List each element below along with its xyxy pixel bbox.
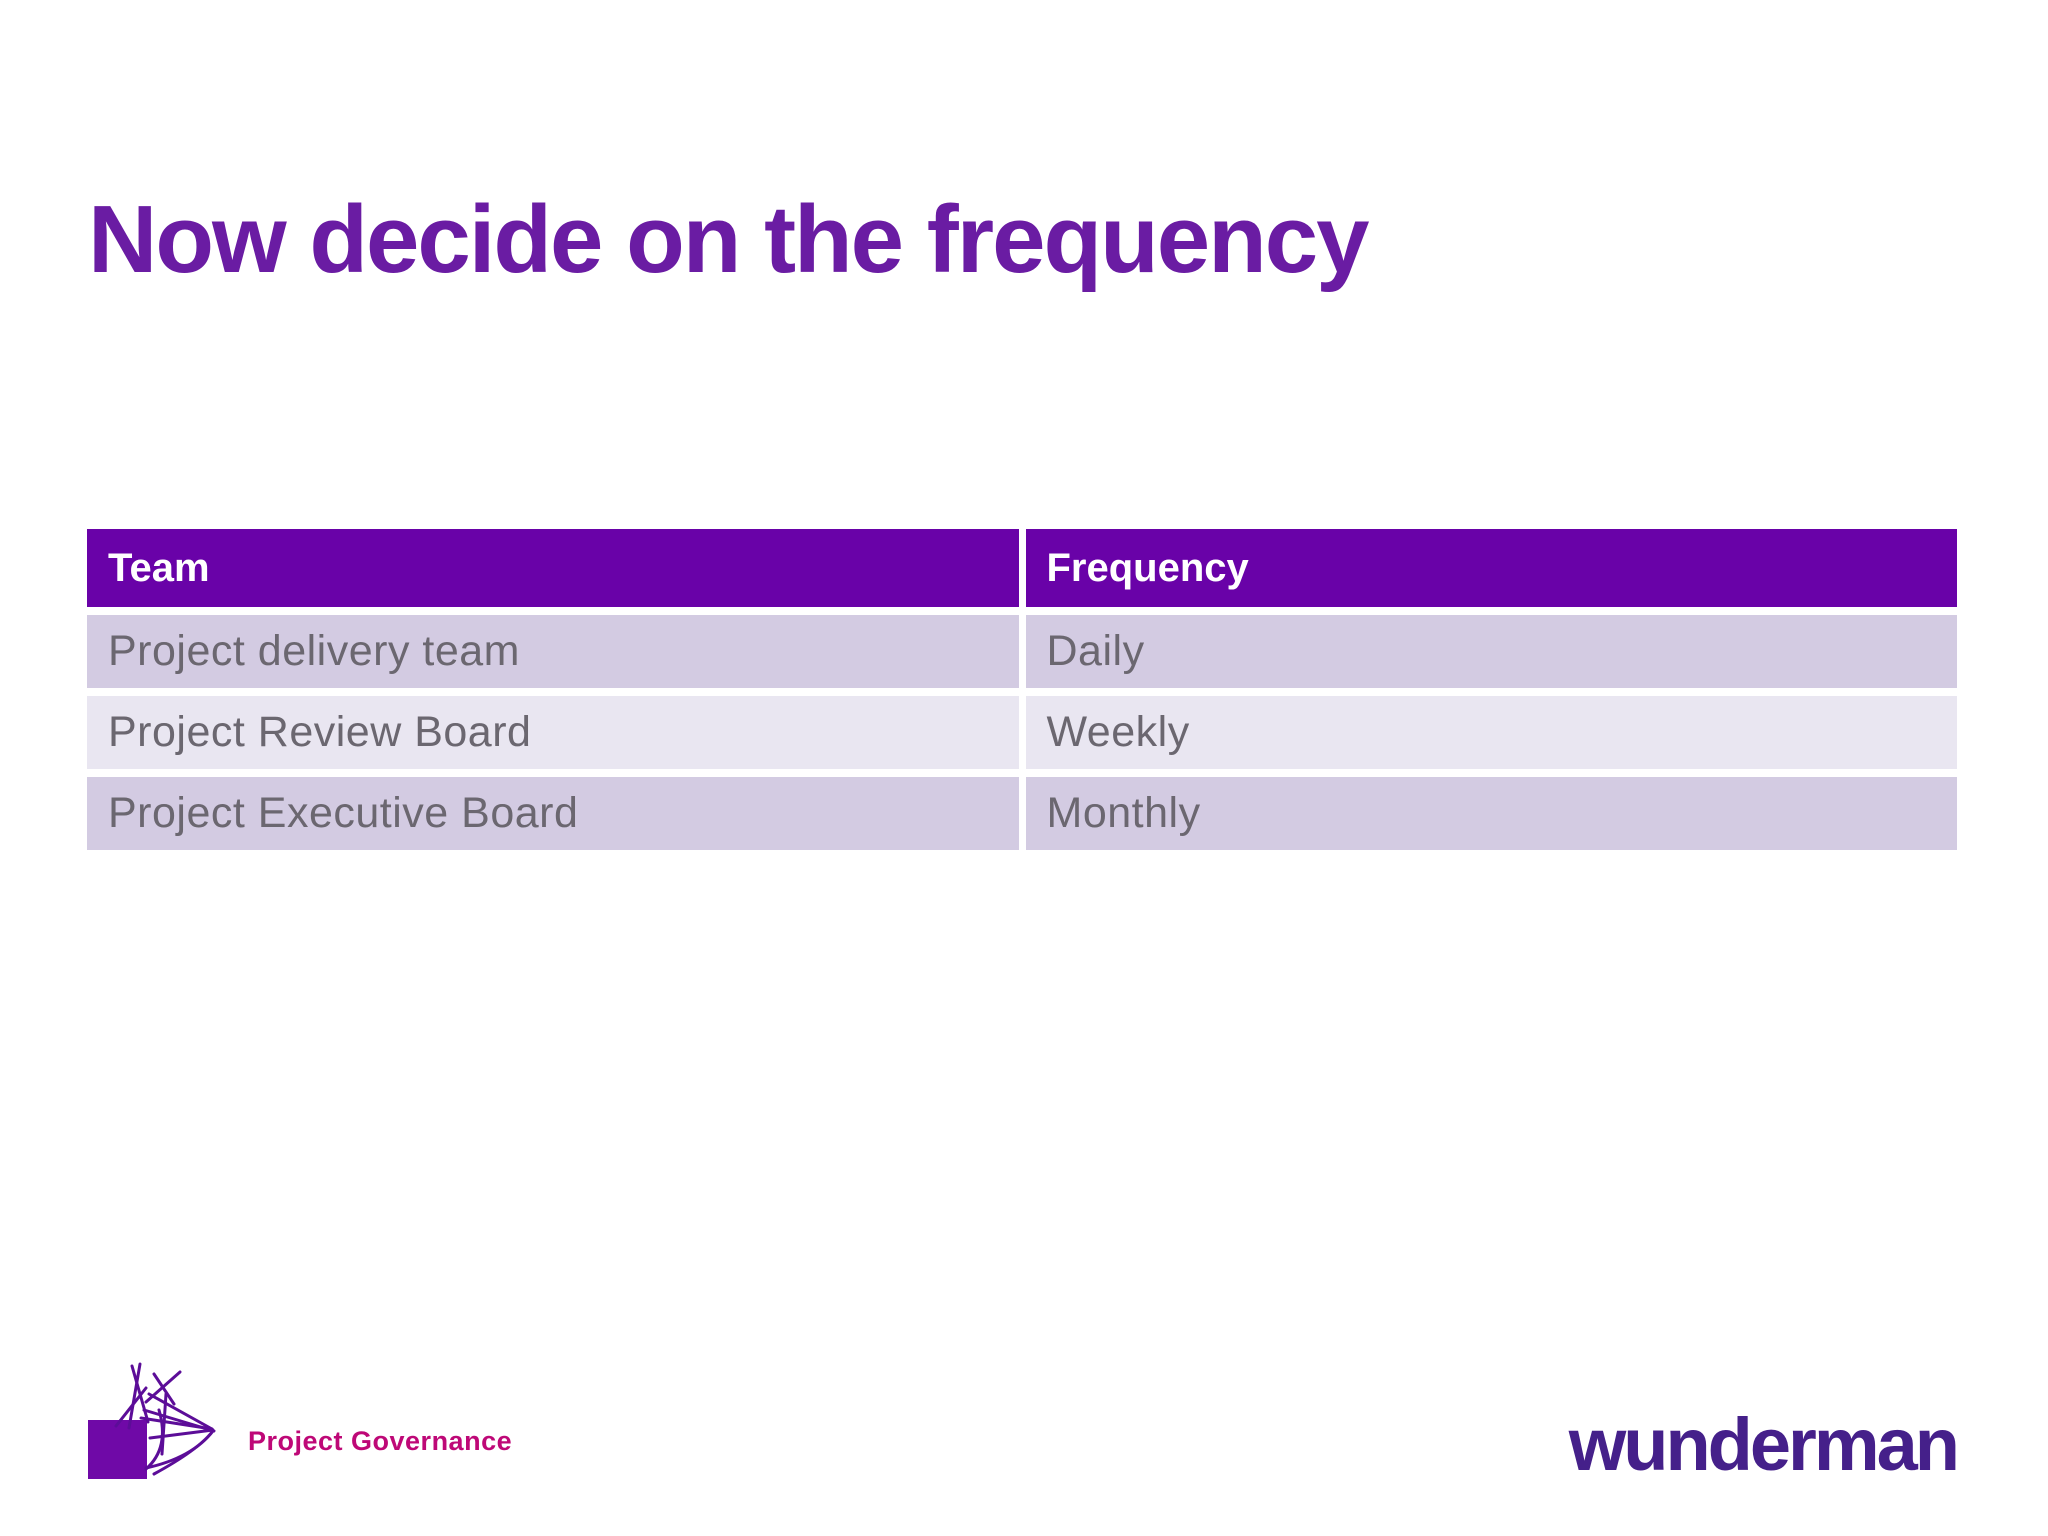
- table-cell-team: Project delivery team: [87, 615, 1019, 688]
- section-label: Project Governance: [248, 1426, 513, 1456]
- table-cell-team: Project Executive Board: [87, 777, 1019, 850]
- scribble-square-logo-icon: [88, 1362, 216, 1479]
- table-cell-frequency: Monthly: [1025, 777, 1957, 850]
- page-title: Now decide on the frequency: [88, 186, 1370, 293]
- frequency-table: Team Frequency Project delivery team Dail…: [87, 529, 1957, 850]
- table-cell-frequency: Daily: [1025, 615, 1957, 688]
- table-header-frequency: Frequency: [1025, 529, 1957, 607]
- brand-wordmark: wunderman: [1568, 1403, 1960, 1486]
- table-cell-frequency: Weekly: [1025, 696, 1957, 769]
- table-cell-team: Project Review Board: [87, 696, 1019, 769]
- table-header-team: Team: [87, 529, 1019, 607]
